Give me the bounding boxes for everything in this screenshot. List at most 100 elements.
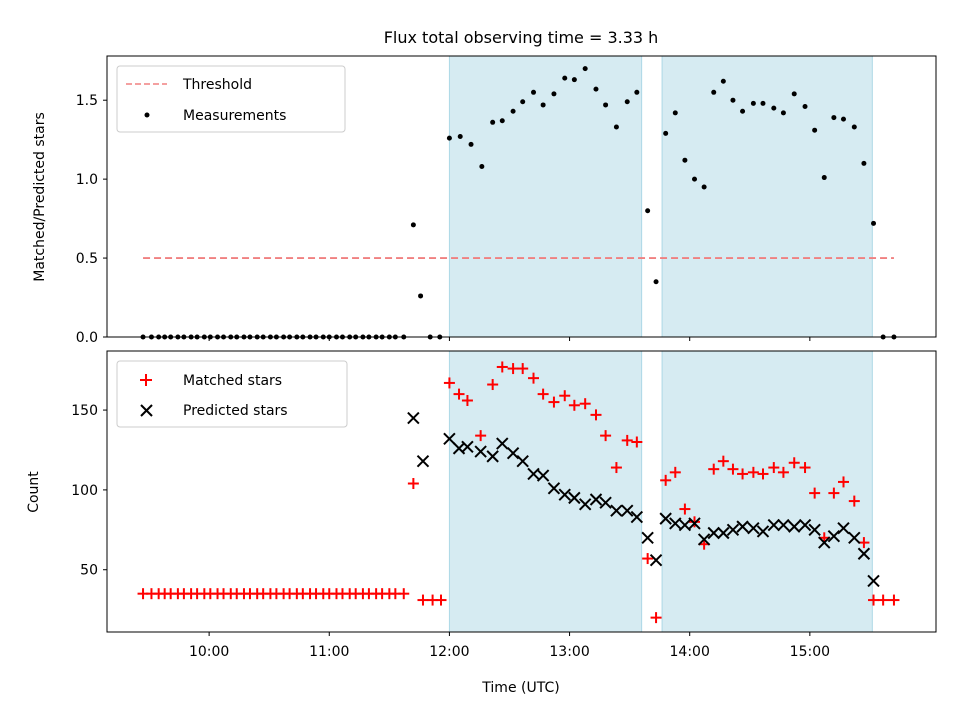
predicted-star-point bbox=[767, 518, 781, 532]
observing-interval-1 bbox=[448, 55, 643, 338]
x-stroke bbox=[848, 531, 861, 545]
matched-star-point bbox=[768, 462, 780, 474]
predicted-star-point bbox=[777, 518, 790, 532]
measurement-point bbox=[562, 75, 568, 81]
legend-measurements-label: Measurements bbox=[183, 108, 286, 124]
measurement-point bbox=[771, 105, 777, 111]
measurement-point bbox=[871, 220, 877, 226]
predicted-star-point bbox=[641, 531, 654, 545]
measurement-point bbox=[510, 108, 516, 114]
x-stroke bbox=[777, 518, 790, 532]
matched-star-point bbox=[417, 594, 429, 606]
predicted-star-point bbox=[536, 469, 550, 482]
predicted-star-point bbox=[506, 446, 520, 460]
x-stroke bbox=[808, 523, 821, 537]
predicted-star-point bbox=[578, 498, 592, 511]
measurement-point bbox=[692, 176, 698, 182]
matched-star-point bbox=[828, 487, 840, 499]
bottom-legend: Matched stars Predicted stars bbox=[116, 360, 348, 428]
matched-star-point bbox=[453, 388, 465, 400]
predicted-star-point bbox=[747, 522, 760, 535]
matched-star-point bbox=[708, 463, 720, 475]
matched-star-point bbox=[777, 466, 789, 478]
predicted-star-point bbox=[717, 526, 730, 540]
measurement-point bbox=[653, 279, 659, 285]
matched-star-point bbox=[398, 588, 410, 600]
x-stroke bbox=[756, 525, 770, 538]
predicted-star-point bbox=[610, 504, 623, 517]
predicted-star-point bbox=[516, 454, 529, 468]
predicted-star-point bbox=[688, 517, 701, 530]
measurement-point bbox=[457, 134, 463, 140]
measurement-point bbox=[571, 77, 577, 83]
measurement-point bbox=[672, 110, 678, 116]
x-stroke bbox=[558, 488, 571, 501]
y-tick-label: 1.0 bbox=[76, 172, 98, 188]
x-stroke bbox=[767, 518, 781, 532]
predicted-star-point bbox=[547, 482, 561, 495]
observing-interval-2 bbox=[661, 55, 873, 338]
x-tick-label: 15:00 bbox=[790, 644, 830, 660]
matched-star-point bbox=[799, 462, 811, 474]
y-tick-label: 0.0 bbox=[76, 330, 98, 346]
matched-star-point bbox=[689, 516, 701, 528]
x-stroke bbox=[407, 411, 420, 425]
matched-star-point bbox=[717, 455, 729, 467]
matched-star-point bbox=[888, 594, 900, 606]
legend-predicted-swatch bbox=[140, 404, 153, 417]
matched-star-point bbox=[537, 388, 549, 400]
x-stroke bbox=[630, 510, 644, 524]
x-tick-label: 13:00 bbox=[549, 644, 589, 660]
predicted-star-point bbox=[589, 493, 603, 506]
predicted-star-point bbox=[599, 496, 612, 509]
observing-interval-1 bbox=[448, 350, 643, 633]
predicted-star-point bbox=[818, 536, 831, 549]
chart-title: Flux total observing time = 3.33 h bbox=[384, 28, 659, 47]
predicted-star-point bbox=[407, 411, 420, 425]
x-stroke bbox=[867, 574, 880, 588]
predicted-star-point bbox=[630, 510, 644, 524]
measurement-point bbox=[531, 89, 537, 95]
x-stroke bbox=[641, 531, 654, 545]
x-tick-label: 14:00 bbox=[670, 644, 710, 660]
matched-star-point bbox=[747, 466, 759, 478]
predicted-star-point bbox=[443, 432, 456, 446]
x-stroke bbox=[697, 533, 711, 546]
legend-predicted-label: Predicted stars bbox=[183, 403, 288, 419]
x-tick-label: 10:00 bbox=[189, 644, 229, 660]
x-stroke bbox=[516, 454, 529, 468]
predicted-star-point bbox=[756, 525, 770, 538]
x-stroke bbox=[486, 450, 499, 463]
x-tick-label: 11:00 bbox=[309, 644, 349, 660]
measurement-point bbox=[711, 89, 717, 95]
measurement-point bbox=[410, 222, 416, 228]
matched-star-point bbox=[579, 398, 591, 410]
predicted-star-point bbox=[486, 450, 499, 463]
y-tick-label: 50 bbox=[80, 563, 98, 579]
x-stroke bbox=[536, 469, 550, 482]
matched-star-point bbox=[475, 430, 487, 442]
x-stroke bbox=[717, 526, 730, 540]
measurement-point bbox=[663, 130, 669, 136]
matched-star-point bbox=[443, 377, 455, 389]
matched-star-point bbox=[548, 396, 560, 408]
measurement-point bbox=[802, 104, 808, 110]
measurement-point bbox=[780, 110, 786, 116]
measurement-point bbox=[479, 164, 485, 170]
predicted-star-point bbox=[558, 488, 571, 501]
matched-star-point bbox=[487, 379, 499, 391]
matched-star-point bbox=[461, 394, 473, 406]
x-stroke bbox=[621, 504, 634, 517]
predicted-star-point bbox=[798, 518, 812, 532]
predicted-star-point bbox=[678, 518, 692, 532]
count-points bbox=[137, 361, 900, 624]
matched-star-point bbox=[610, 462, 622, 474]
matched-star-point bbox=[568, 399, 580, 411]
matched-star-point bbox=[407, 478, 419, 490]
legend-measurements-swatch bbox=[144, 112, 150, 118]
top-y-axis-label: Matched/Predicted stars bbox=[32, 112, 48, 282]
measurement-point bbox=[624, 99, 630, 105]
bottom-y-ticks: 50 100 150 bbox=[71, 403, 107, 579]
measurement-point bbox=[701, 184, 707, 190]
